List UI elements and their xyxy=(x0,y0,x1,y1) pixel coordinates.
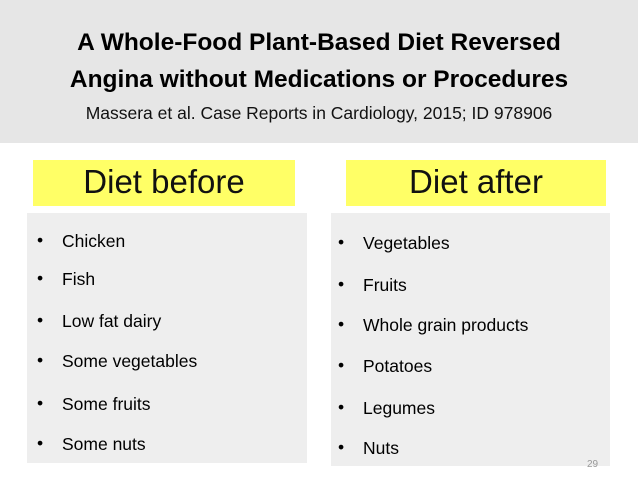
title-banner: A Whole-Food Plant-Based Diet Reversed A… xyxy=(0,0,638,143)
bullet-icon: • xyxy=(338,314,345,334)
slide-title-line-1: A Whole-Food Plant-Based Diet Reversed xyxy=(77,29,561,56)
list-item: Legumes xyxy=(363,398,435,418)
list-item: Some fruits xyxy=(62,394,151,414)
diet-after-list: • Vegetables • Fruits • Whole grain prod… xyxy=(331,213,610,466)
list-item: Whole grain products xyxy=(363,315,529,335)
list-item: Some vegetables xyxy=(62,351,198,371)
citation: Massera et al. Case Reports in Cardiolog… xyxy=(85,103,553,123)
diet-before-list: • Chicken • Fish • Low fat dairy • Some … xyxy=(27,213,307,463)
bullet-icon: • xyxy=(37,310,44,330)
list-item: Potatoes xyxy=(363,356,433,376)
diet-before-heading: Diet before xyxy=(33,160,295,206)
bullet-icon: • xyxy=(37,230,44,250)
page-number: 29 xyxy=(587,459,599,470)
bullet-icon: • xyxy=(338,355,345,375)
slide-title-line-2: Angina without Medications or Procedures xyxy=(69,66,569,93)
bullet-icon: • xyxy=(37,393,44,413)
list-item: Chicken xyxy=(62,231,126,251)
bullet-icon: • xyxy=(37,433,44,453)
list-item: Fruits xyxy=(363,275,407,295)
bullet-icon: • xyxy=(338,437,345,457)
bullet-icon: • xyxy=(37,350,44,370)
list-item: Fish xyxy=(62,269,96,289)
list-item: Some nuts xyxy=(62,434,146,454)
list-item: Low fat dairy xyxy=(62,311,162,331)
list-item: Vegetables xyxy=(363,233,450,253)
list-item: Nuts xyxy=(363,438,399,458)
bullet-icon: • xyxy=(338,232,345,252)
bullet-icon: • xyxy=(338,397,345,417)
diet-after-heading: Diet after xyxy=(346,160,606,206)
bullet-icon: • xyxy=(37,268,44,288)
bullet-icon: • xyxy=(338,274,345,294)
